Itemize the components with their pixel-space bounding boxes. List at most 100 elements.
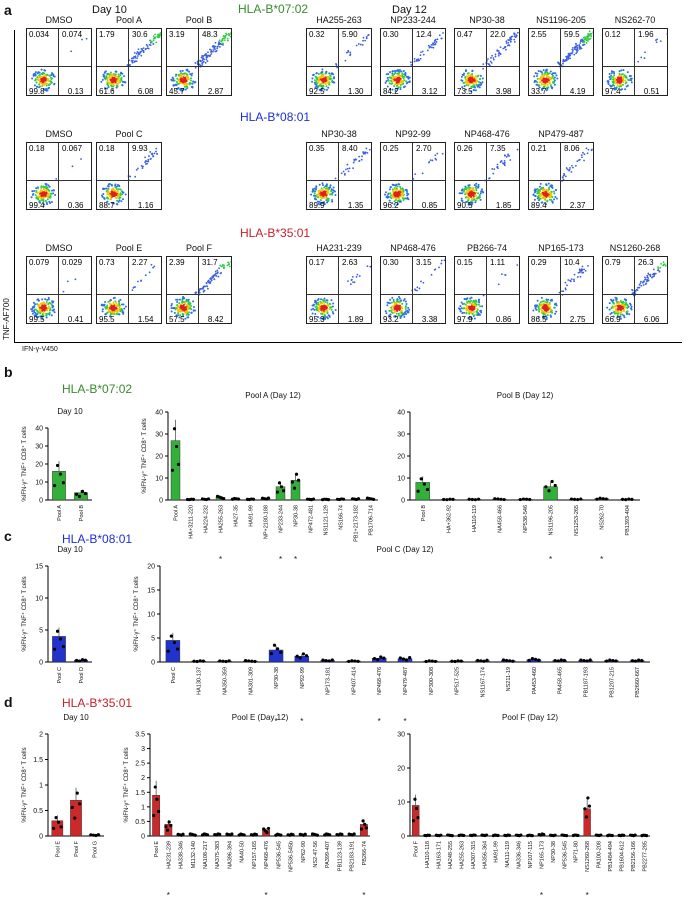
- data-point: [411, 819, 416, 823]
- data-point: [243, 659, 248, 663]
- category-label: NP536-545b: [289, 841, 295, 872]
- quadrant-ll-value: 90.5: [457, 201, 473, 210]
- facs-plot: 0.15 1.11 97.9 0.86: [454, 256, 520, 324]
- data-point: [221, 659, 225, 663]
- quadrant-ll-value: 93.2: [383, 315, 399, 324]
- data-point: [181, 832, 185, 836]
- category-label: HA248-255: [448, 841, 454, 869]
- data-point: [236, 497, 241, 501]
- data-point: [427, 833, 432, 837]
- data-point: [644, 833, 649, 838]
- significance-star: *: [586, 891, 589, 900]
- facs-plot-label: HA255-263: [316, 15, 362, 25]
- quadrant-ur-value: 22.0: [490, 30, 506, 39]
- quadrant-lr-value: 2.87: [207, 87, 224, 96]
- chart-title: Pool E (Day 12): [232, 713, 289, 722]
- quadrant-lr-value: 6.06: [643, 315, 660, 324]
- significance-star: *: [294, 555, 297, 564]
- y-axis-label: %IFN-γ⁺ TNF⁺ CD8⁺ T cells: [21, 426, 28, 501]
- category-label: HA110-119: [472, 505, 478, 532]
- y-tick-label: 30: [155, 432, 163, 439]
- category-label: NP157-165: [252, 841, 258, 869]
- category-label: NP30-38: [274, 667, 280, 689]
- data-point: [572, 497, 577, 501]
- data-point: [89, 833, 93, 837]
- quadrant-ur-value: 8.40: [342, 144, 358, 153]
- data-point: [611, 658, 615, 663]
- y-tick-label: 2: [141, 775, 145, 782]
- category-label: PB266-74: [362, 841, 368, 865]
- data-point: [266, 826, 271, 831]
- significance-star: *: [279, 555, 282, 564]
- category-label: HA91-99: [494, 841, 500, 863]
- data-point: [408, 656, 412, 660]
- significance-star: *: [167, 891, 170, 900]
- category-label: HA130-137: [197, 667, 203, 695]
- data-point: [52, 826, 56, 830]
- category-label: PB1706-714: [369, 505, 375, 536]
- quadrant-ll-value: 61.6: [99, 87, 115, 96]
- data-point: [55, 463, 60, 468]
- quadrant-lr-value: 3.38: [421, 315, 438, 324]
- category-label: NA336-346: [517, 841, 523, 869]
- data-point: [172, 427, 177, 431]
- category-label: PB2183-191: [350, 841, 356, 872]
- facs-plot: 0.17 2.63 95.3 1.89: [306, 256, 372, 324]
- data-point: [279, 650, 283, 655]
- category-label: Pool E: [154, 841, 160, 858]
- data-point: [272, 643, 277, 647]
- category-label: Pool A: [57, 505, 63, 521]
- y-tick-label: 30: [35, 444, 43, 451]
- y-tick-label: 30: [397, 432, 405, 439]
- chart-title: Pool A (Day 12): [245, 391, 301, 400]
- data-point: [167, 820, 171, 824]
- category-label: NS2-47-56: [313, 841, 319, 868]
- data-point: [579, 497, 583, 501]
- quadrant-ll-value: 86.5: [531, 315, 547, 324]
- y-tick-label: 20: [397, 454, 405, 461]
- category-label: NA350-359: [222, 667, 228, 695]
- data-point: [195, 659, 199, 664]
- data-point: [361, 819, 365, 823]
- significance-star: *: [362, 891, 365, 900]
- data-point: [439, 833, 443, 837]
- data-point: [96, 833, 100, 837]
- data-point: [627, 497, 631, 501]
- category-label: PB1187-193: [584, 667, 590, 697]
- quadrant-lr-value: 0.85: [421, 201, 438, 210]
- data-point: [398, 656, 402, 660]
- data-point: [304, 654, 309, 658]
- quadrant-ul-value: 2.55: [531, 30, 547, 39]
- facs-plot-label: NP92-99: [395, 129, 431, 139]
- category-label: PB1393-404: [625, 505, 631, 536]
- allele-label-a-row1: HLA-B*07:02: [238, 2, 309, 16]
- y-tick-label: 30: [397, 732, 405, 739]
- y-axis-label: %IFN-γ⁺ TNF⁺ CD8⁺ T cells: [21, 576, 28, 651]
- data-point: [55, 629, 60, 633]
- category-label: NP468-476: [264, 841, 270, 869]
- category-label: Pool D: [79, 667, 85, 684]
- quadrant-ur-value: 2.27: [132, 258, 148, 267]
- data-point: [451, 497, 455, 502]
- quadrant-ul-value: 0.79: [605, 258, 621, 267]
- y-tick-label: 0.5: [135, 819, 145, 826]
- y-tick-label: 15: [147, 588, 155, 595]
- data-point: [518, 497, 522, 502]
- data-point: [77, 659, 82, 663]
- quadrant-ll-value: 57.5: [169, 315, 185, 324]
- bar: [583, 808, 591, 837]
- category-label: Pool E: [55, 841, 61, 858]
- data-point: [433, 659, 438, 664]
- data-point: [582, 658, 586, 663]
- quadrant-ll-value: 95.3: [309, 315, 325, 324]
- category-label: NP479-487: [403, 667, 409, 695]
- facs-plot: 0.30 3.15 93.2 3.38: [380, 256, 446, 324]
- category-label: PA453-460: [532, 667, 538, 694]
- data-point: [170, 468, 175, 472]
- quadrant-ll-value: 89.9: [309, 201, 325, 210]
- data-point: [553, 833, 557, 837]
- data-point: [553, 483, 557, 488]
- category-label: PA100-208: [597, 841, 603, 868]
- data-point: [382, 656, 386, 660]
